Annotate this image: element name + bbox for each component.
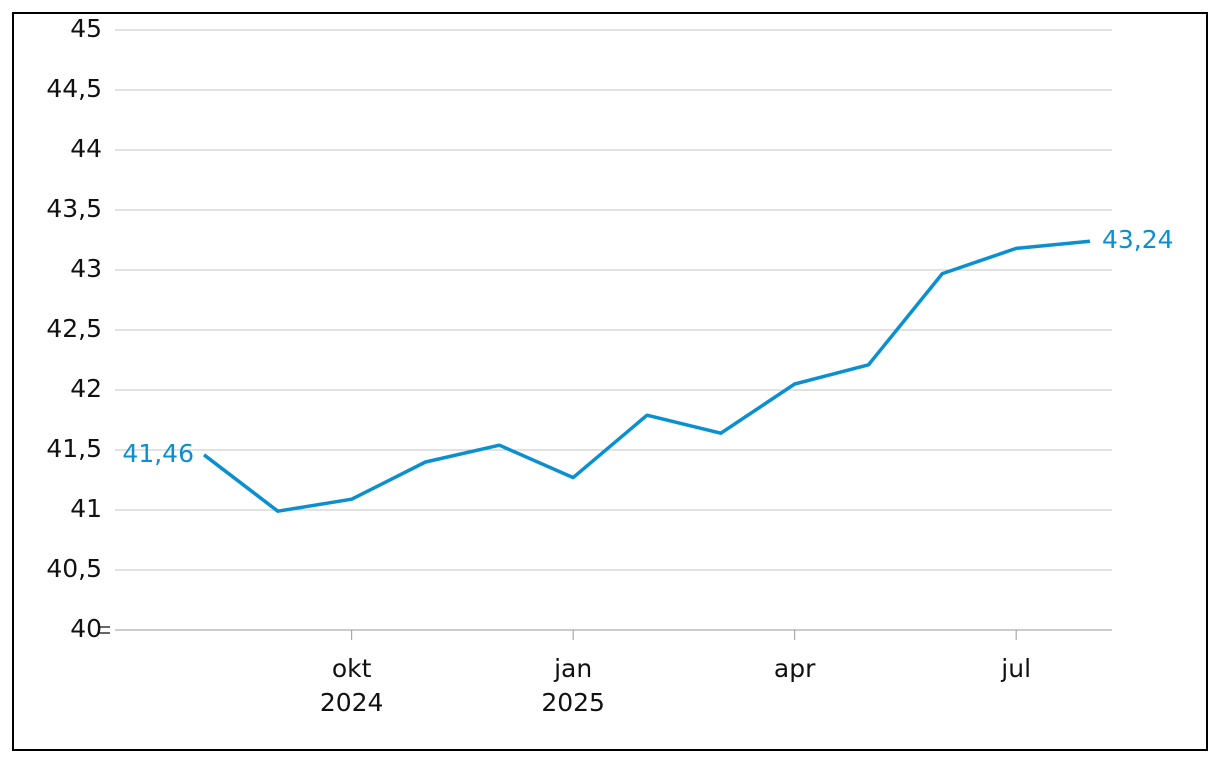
x-tick-label: jan 2025 [541,654,605,717]
y-tick-label: 41 [70,494,102,523]
x-tick-label: jul [1001,654,1032,683]
y-tick-label: 40 [70,614,102,643]
y-tick-label: 40,5 [46,554,102,583]
x-tick-label: okt 2024 [319,654,384,717]
y-tick-label: 44 [70,134,102,163]
frame [12,12,1208,751]
line [202,239,1091,513]
data-label: 41,46 [122,439,194,468]
y-tick-label: 43,5 [46,194,102,223]
y-tick-label: 44,5 [46,74,102,103]
y-tick-label: 42 [70,374,102,403]
x-tick-label: apr [773,654,816,683]
y-tick-label: 43 [70,254,102,283]
y-tick-label: 41,5 [46,434,102,463]
data-label: 43,24 [1102,225,1174,254]
y-tick-label: 42,5 [46,314,102,343]
y-tick-label: 45 [70,14,102,43]
